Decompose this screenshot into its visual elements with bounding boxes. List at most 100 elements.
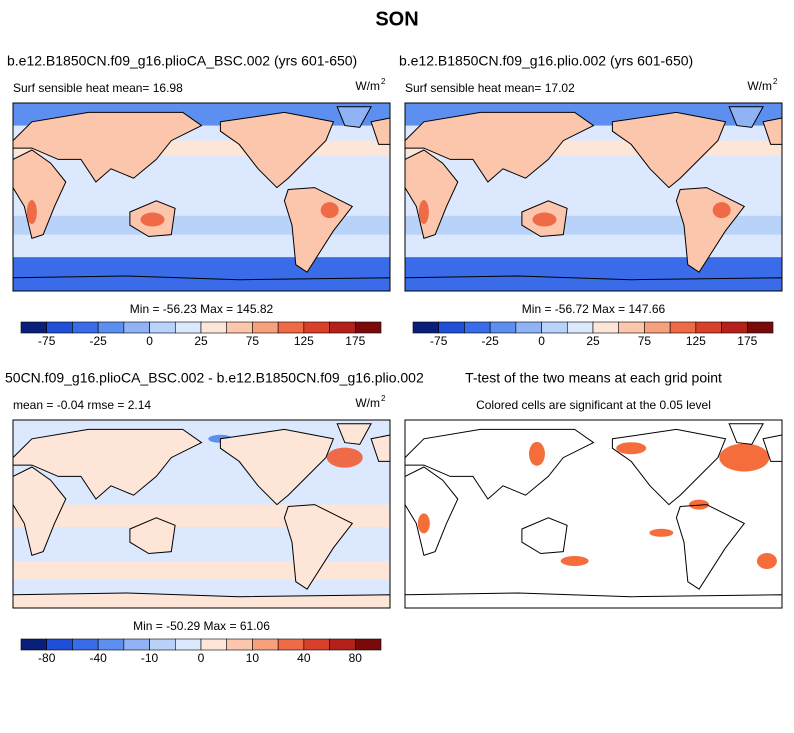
land-namerica [611, 111, 727, 189]
units-exponent: 2 [381, 394, 386, 403]
colorbar-label: 75 [246, 334, 260, 348]
colorbar-box [277, 638, 305, 651]
colorbar-label: -80 [38, 651, 56, 665]
colorbar-box [329, 321, 356, 334]
min-max: Min = -56.23 Max = 145.82 [130, 302, 274, 316]
colorbar-label: 10 [246, 651, 260, 665]
colorbar-box [20, 321, 48, 334]
colorbar-box [618, 321, 645, 334]
colorbar-box [149, 321, 176, 334]
colorbar-label: -25 [481, 334, 499, 348]
colorbar-label: -10 [141, 651, 159, 665]
colorbar-box [354, 638, 382, 651]
colorbar-box [354, 321, 382, 334]
units-exponent: 2 [381, 77, 386, 86]
colorbar-label: -40 [89, 651, 107, 665]
colorbar-box [226, 638, 253, 651]
land-namerica [219, 111, 335, 189]
hot-spot [712, 202, 731, 219]
land-eurasia [12, 111, 203, 183]
units: W/m [355, 79, 380, 93]
map-frame [12, 419, 391, 609]
colorbar-label: 75 [638, 334, 652, 348]
colorbar-label: 175 [345, 334, 365, 348]
significant-cells [756, 553, 777, 569]
land-eurasia [12, 428, 203, 500]
colorbar-box [97, 321, 125, 334]
significant-cells [417, 513, 430, 534]
colorbar-box [721, 321, 748, 334]
hot-spot [140, 212, 165, 227]
colorbar-label: -25 [89, 334, 107, 348]
map-frame [404, 419, 783, 609]
colorbar-label: -75 [430, 334, 448, 348]
colorbar-box [72, 638, 99, 651]
land-africa [404, 466, 459, 557]
colorbar-box [412, 321, 440, 334]
land-antarctica [404, 275, 783, 292]
colorbar-label: 175 [737, 334, 757, 348]
map [404, 102, 783, 292]
land-samerica [675, 504, 746, 590]
colorbar-label: 125 [686, 334, 706, 348]
colorbar-box [303, 321, 330, 334]
map-frame [12, 102, 391, 292]
colorbar-box [174, 321, 202, 334]
panel-title: b.e12.B1850CN.f09_g16.plioCA_BSC.002 (yr… [7, 53, 357, 69]
land-greenland [728, 423, 764, 445]
significant-cells [560, 556, 589, 566]
min-max: Min = -50.29 Max = 61.06 [133, 619, 270, 633]
land-africa [12, 149, 67, 240]
colorbar-box [20, 638, 48, 651]
panel-title: 50CN.f09_g16.plioCA_BSC.002 - b.e12.B185… [5, 370, 424, 386]
map-frame [404, 102, 783, 292]
colorbar-label: 0 [146, 334, 153, 348]
band [13, 561, 390, 580]
colorbar-box [489, 321, 517, 334]
colorbar-box [200, 638, 228, 651]
colorbar-box [226, 321, 253, 334]
min-max: Min = -56.72 Max = 147.66 [522, 302, 666, 316]
hot-spot [418, 200, 429, 225]
significant-cells [689, 499, 710, 510]
colorbar-box [123, 321, 150, 334]
colorbar-box [303, 638, 330, 651]
hot-spot [26, 200, 37, 225]
land-namerica [611, 428, 727, 506]
colorbar-box [252, 321, 279, 334]
colorbar-box [541, 321, 568, 334]
panel-subtitle: mean = -0.04 rmse = 2.14 [13, 398, 151, 412]
colorbar-box [252, 638, 279, 651]
colorbar-label: 25 [586, 334, 600, 348]
ocean [405, 420, 782, 608]
significant-cells [649, 528, 674, 537]
land-greenland [336, 423, 372, 445]
map [12, 102, 391, 292]
colorbar-label: 25 [194, 334, 208, 348]
units: W/m [747, 79, 772, 93]
colorbar-label: 0 [198, 651, 205, 665]
units: W/m [355, 396, 380, 410]
land-greenland [728, 106, 764, 128]
figure-title: SON [375, 8, 418, 30]
panel-subtitle: Surf sensible heat mean= 17.02 [405, 81, 575, 95]
colorbar-box [277, 321, 305, 334]
significant-cells [616, 442, 647, 455]
units-exponent: 2 [773, 77, 778, 86]
anomaly [326, 447, 363, 468]
colorbar-box [669, 321, 697, 334]
hot-spot [320, 202, 339, 219]
land-eurasia [404, 111, 595, 183]
colorbar-box [200, 321, 228, 334]
colorbar-label: -75 [38, 334, 56, 348]
colorbar-box [46, 638, 73, 651]
colorbar-box [515, 321, 542, 334]
significant-cells [719, 443, 770, 472]
panel-title: T-test of the two means at each grid poi… [465, 370, 722, 386]
colorbar-box [72, 321, 99, 334]
land-africa [404, 149, 459, 240]
colorbar-box [644, 321, 671, 334]
land-greenland [336, 106, 372, 128]
colorbar-label: 0 [538, 334, 545, 348]
